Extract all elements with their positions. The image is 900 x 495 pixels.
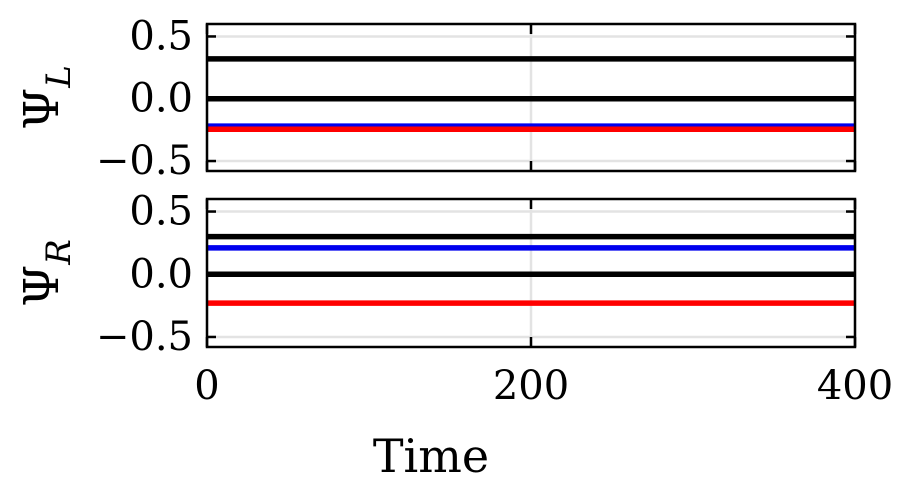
y-tick-label: 0.0: [129, 251, 193, 297]
y-tick-label: −0.5: [96, 138, 193, 184]
ylabel-symbol: Ψ: [14, 88, 70, 130]
y-tick-label: −0.5: [96, 314, 193, 360]
x-tick-label: 200: [493, 363, 569, 409]
y-tick-label: 0.0: [129, 76, 193, 122]
x-tick-label: 0: [194, 363, 219, 409]
x-axis-label: Time: [373, 429, 489, 483]
ylabel-subscript: L: [39, 65, 79, 89]
ylabel-symbol: Ψ: [14, 265, 70, 307]
x-tick-label: 400: [817, 363, 893, 409]
panel-ylabel: ΨR: [14, 239, 79, 307]
y-tick-label: 0.5: [129, 189, 193, 235]
ylabel-subscript: R: [39, 239, 79, 266]
panel-ylabel: ΨL: [14, 65, 79, 130]
y-tick-label: 0.5: [129, 13, 193, 59]
